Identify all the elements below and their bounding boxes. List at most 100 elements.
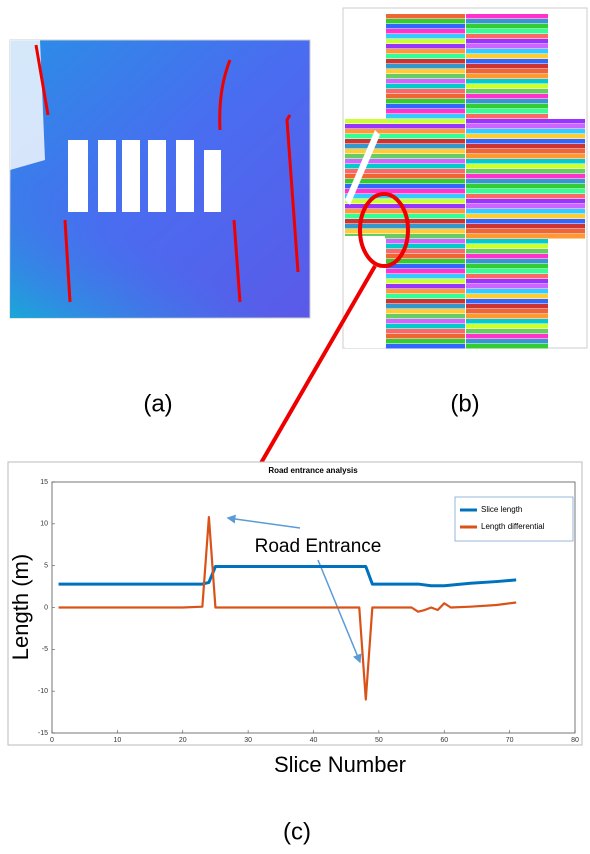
stripe [386,269,465,274]
stripe [345,189,465,194]
y-tick-label: 5 [44,563,48,570]
stripe [466,19,548,24]
stripe [345,199,465,204]
stripe [466,284,548,289]
stripe [386,114,465,119]
stripe [386,54,465,59]
stripe [466,224,585,229]
stripe [386,89,465,94]
stripe [386,99,465,104]
stripe [466,219,585,224]
y-tick-label: -15 [38,730,48,737]
stripe [466,324,548,329]
stripe [345,134,465,139]
stripe [386,14,465,19]
panel-label: (b) [450,390,479,417]
stripe [466,344,548,349]
y-axis-label: Length (m) [8,554,33,660]
stripe [386,69,465,74]
stripe [466,169,585,174]
stripe [466,239,548,244]
stripe [466,99,548,104]
stripe [386,334,465,339]
stripe [345,149,465,154]
stripe [386,299,465,304]
stripe [466,114,548,119]
legend-box [455,497,573,541]
y-tick-label: 10 [40,521,48,528]
stripe [466,309,548,314]
stripe [466,144,585,149]
x-tick-label: 30 [244,737,252,744]
stripe [386,289,465,294]
stripe [466,164,585,169]
stripe [466,129,585,134]
stripe [466,259,548,264]
stripe [466,44,548,49]
stripe [386,249,465,254]
stripe [466,149,585,154]
stripe [386,284,465,289]
stripe [466,124,585,129]
legend-label: Slice length [481,505,522,514]
stripe [386,24,465,29]
stripe [386,49,465,54]
stripe [386,19,465,24]
x-tick-label: 20 [179,737,187,744]
stripe [386,344,465,349]
y-tick-label: 0 [44,604,48,611]
annotation: Road Entrance [255,536,382,557]
stripe [466,174,585,179]
x-tick-label: 10 [113,737,121,744]
stripe [466,69,548,74]
stripe [466,304,548,309]
stripe [466,79,548,84]
stripe [466,24,548,29]
stripe [466,14,548,19]
stripe [466,269,548,274]
stripe [386,339,465,344]
stripe [345,129,465,134]
image-a [10,40,310,318]
legend-label: Length differential [481,522,545,531]
stripe [345,219,465,224]
stripe [386,29,465,34]
x-tick-label: 60 [440,737,448,744]
y-tick-label: 15 [40,479,48,486]
stripe [345,124,465,129]
stripe [466,199,585,204]
stripe [466,154,585,159]
stripe [466,104,548,109]
stripe [386,109,465,114]
stripe [345,224,465,229]
stripe [386,264,465,269]
stripe [466,289,548,294]
stripe [466,34,548,39]
stripe [386,304,465,309]
stripe [345,184,465,189]
stripe [466,329,548,334]
figure: (a) (b) (c) Road entrance analysis Slice… [0,0,590,854]
stripe [386,329,465,334]
stripe [386,79,465,84]
stripe [466,184,585,189]
stripe [466,39,548,44]
stripe [466,49,548,54]
stripe [386,74,465,79]
stripe [386,309,465,314]
stripe [466,254,548,259]
stripe [386,279,465,284]
stripe [386,44,465,49]
stripe [386,239,465,244]
stripe [466,299,548,304]
stripe [345,174,465,179]
x-tick-label: 0 [50,737,54,744]
stripe [466,249,548,254]
stripe [345,194,465,199]
chart: Road entrance analysis Slice Number Leng… [8,462,582,777]
stripe [386,64,465,69]
chart-title: Road entrance analysis [268,466,358,475]
stripe [345,179,465,184]
stripe [466,84,548,89]
stripe [386,84,465,89]
